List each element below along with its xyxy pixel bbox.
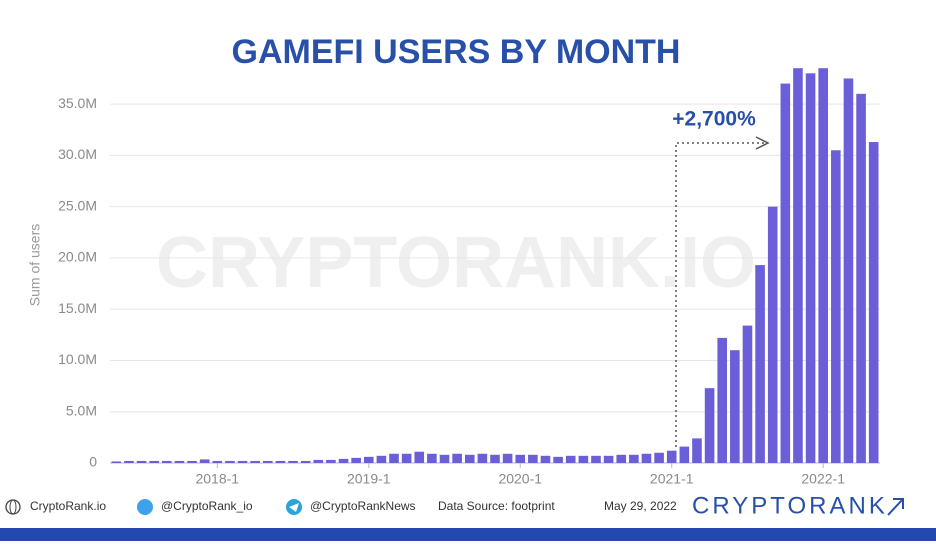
bar — [275, 460, 286, 463]
bar — [351, 457, 361, 463]
bar — [767, 206, 778, 463]
bar — [464, 454, 475, 463]
bar — [124, 460, 134, 463]
chart-title: GAMEFI USERS BY MONTH — [232, 33, 681, 71]
bar — [565, 455, 576, 463]
footer-date: May 29, 2022 — [604, 499, 677, 513]
y-tick-label: 15.0M — [58, 300, 97, 316]
watermark: CRYPTORANK.IO — [156, 223, 756, 303]
x-tick-label: 2021-1 — [650, 471, 694, 487]
bar — [326, 459, 336, 463]
bar — [616, 454, 627, 463]
bar — [174, 460, 185, 463]
bar — [717, 337, 728, 463]
bar — [641, 453, 652, 463]
y-tick-label: 20.0M — [58, 249, 97, 265]
brand-arrow — [887, 498, 904, 516]
bar — [755, 265, 765, 463]
bar — [149, 460, 159, 463]
bar — [502, 453, 513, 463]
bar — [654, 452, 664, 463]
bar — [805, 73, 816, 464]
bar — [162, 460, 172, 463]
y-tick-label: 25.0M — [58, 197, 97, 213]
bar — [225, 460, 235, 463]
plot-area: 0 5.0M 10.0M 15.0M 20.0M 25.0M 30.0M 35.0M 2018-… — [58, 68, 880, 487]
bar — [338, 458, 349, 463]
bar — [212, 460, 223, 463]
y-tick-label: 35.0M — [58, 95, 97, 111]
bar — [288, 460, 298, 463]
bar — [136, 460, 147, 463]
bar — [540, 455, 551, 463]
telegram-icon — [289, 503, 299, 512]
bar — [553, 456, 563, 463]
bar — [262, 460, 273, 463]
x-tick-label: 2022-1 — [801, 471, 845, 487]
bar — [704, 388, 715, 463]
bar — [300, 460, 311, 463]
footer-website: CryptoRank.io — [30, 499, 106, 513]
x-tick-label: 2018-1 — [195, 471, 239, 487]
footer-telegram: @CryptoRankNews — [310, 499, 416, 513]
bar — [818, 68, 828, 464]
y-tick-label: 5.0M — [66, 402, 97, 418]
footer-brand: CRYPTORANK — [692, 492, 888, 519]
arrow-head — [755, 136, 770, 150]
bar — [528, 454, 538, 463]
bar — [313, 459, 324, 463]
bar — [868, 142, 879, 463]
bar — [730, 350, 740, 463]
bar — [603, 455, 614, 463]
bar — [856, 93, 866, 463]
bar — [679, 446, 690, 463]
bar — [237, 460, 248, 463]
annotation-arrow — [675, 142, 764, 447]
globe-icon — [5, 499, 21, 515]
bar — [666, 450, 677, 463]
bar — [477, 453, 488, 463]
bar — [414, 451, 425, 463]
bar — [490, 454, 500, 463]
footer-source: Data Source: footprint — [438, 499, 555, 513]
bar — [780, 83, 791, 464]
bar — [452, 453, 462, 463]
bar — [515, 454, 526, 463]
bar — [831, 150, 841, 463]
bar — [427, 453, 437, 463]
twitter-icon — [137, 499, 153, 515]
bar — [439, 454, 450, 463]
x-tick-label: 2020-1 — [498, 471, 542, 487]
bar — [793, 68, 803, 464]
bar — [376, 455, 387, 463]
x-tick-label: 2019-1 — [347, 471, 391, 487]
y-tick-label: 10.0M — [58, 351, 97, 367]
bar — [692, 438, 702, 463]
globe-icon — [9, 499, 17, 515]
bar — [591, 455, 601, 463]
bar — [843, 78, 854, 464]
bar — [363, 456, 374, 463]
bar — [250, 460, 260, 463]
bar — [629, 454, 639, 463]
bar — [111, 461, 122, 463]
bar — [401, 453, 412, 463]
bar — [199, 459, 210, 463]
bar — [389, 453, 399, 463]
footer-twitter: @CryptoRank_io — [161, 499, 253, 513]
bottom-band — [0, 528, 936, 541]
y-tick-label: 30.0M — [58, 146, 97, 162]
bar — [187, 460, 197, 463]
bar — [742, 325, 753, 463]
y-axis-title: Sum of users — [27, 224, 43, 306]
annotation: +2,700% — [672, 108, 756, 131]
bar — [578, 455, 589, 463]
y-tick-label: 0 — [89, 454, 97, 470]
